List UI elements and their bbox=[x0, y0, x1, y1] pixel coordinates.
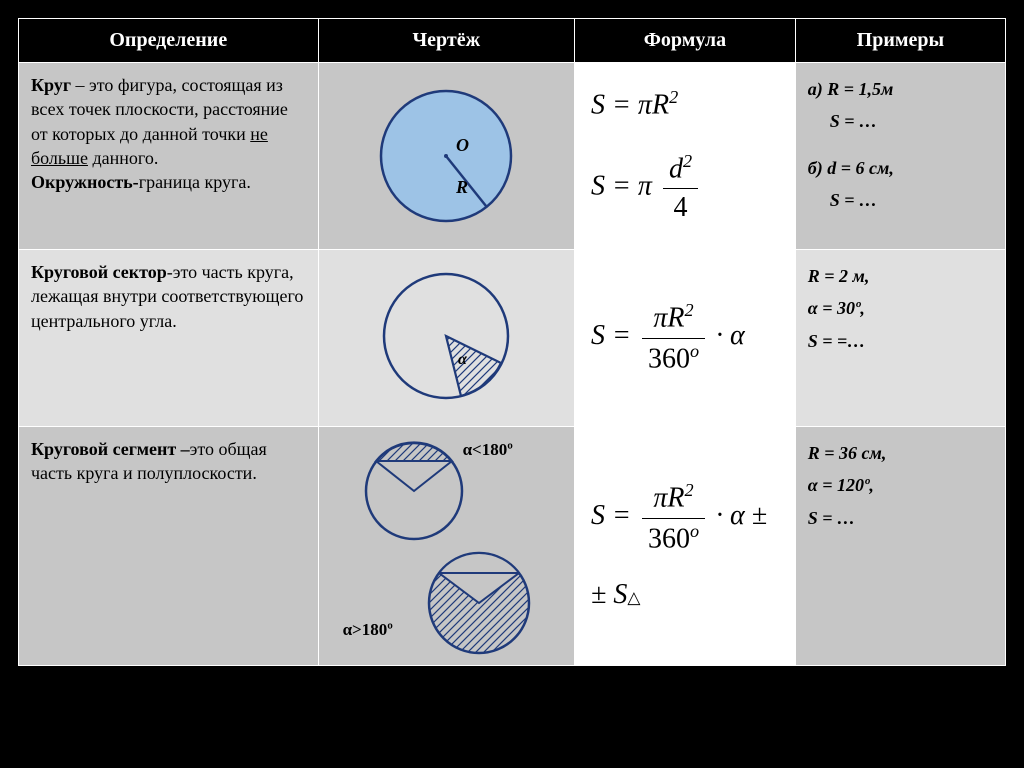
draw-sector: α bbox=[318, 250, 574, 427]
draw-circle: О R bbox=[318, 63, 574, 250]
form-segment: S = πR2 360o · α ± ± S△ bbox=[575, 427, 796, 666]
svg-text:α: α bbox=[458, 351, 468, 368]
formula-area-r: S = πR2 bbox=[591, 85, 779, 124]
h-ex: Примеры bbox=[795, 19, 1005, 63]
h-form: Формула bbox=[575, 19, 796, 63]
formula-area-d: S = π d2 4 bbox=[591, 149, 779, 227]
svg-text:R: R bbox=[455, 177, 468, 197]
row-circle: Круг – это фигура, состоящая из всех точ… bbox=[19, 63, 1006, 250]
def-circle: Круг – это фигура, состоящая из всех точ… bbox=[19, 63, 319, 250]
form-sector: S = πR2 360o · α bbox=[575, 250, 796, 427]
sector-svg: α bbox=[361, 258, 531, 418]
def-sector: Круговой сектор-это часть круга, лежащая… bbox=[19, 250, 319, 427]
lbl-alpha-lt: α<180º bbox=[463, 439, 513, 462]
h-def: Определение bbox=[19, 19, 319, 63]
lbl-alpha-gt: α>180º bbox=[343, 619, 393, 642]
def-segment-term: Круговой сегмент – bbox=[31, 439, 190, 459]
header-row: Определение Чертёж Формула Примеры bbox=[19, 19, 1006, 63]
formula-segment-2: ± S△ bbox=[591, 576, 779, 614]
def-sector-term: Круговой сектор bbox=[31, 262, 167, 282]
def-circle-term: Круг bbox=[31, 75, 71, 95]
svg-text:О: О bbox=[456, 135, 469, 155]
ex-segment: R = 36 см, α = 120º, S = … bbox=[795, 427, 1005, 666]
ex-sector: R = 2 м, α = 30º, S = =… bbox=[795, 250, 1005, 427]
def-segment: Круговой сегмент –это общая часть круга … bbox=[19, 427, 319, 666]
ex-circle: а) R = 1,5м S = … б) d = 6 см, S = … bbox=[795, 63, 1005, 250]
row-segment: Круговой сегмент –это общая часть круга … bbox=[19, 427, 1006, 666]
formula-sector: S = πR2 360o · α bbox=[591, 298, 779, 377]
row-sector: Круговой сектор-это часть круга, лежащая… bbox=[19, 250, 1006, 427]
formula-segment-1: S = πR2 360o · α ± bbox=[591, 478, 779, 557]
draw-segment: α<180º α>180º bbox=[318, 427, 574, 666]
h-draw: Чертёж bbox=[318, 19, 574, 63]
form-circle: S = πR2 S = π d2 4 bbox=[575, 63, 796, 250]
geometry-table: Определение Чертёж Формула Примеры Круг … bbox=[18, 18, 1006, 666]
circle-svg: О R bbox=[361, 71, 531, 241]
